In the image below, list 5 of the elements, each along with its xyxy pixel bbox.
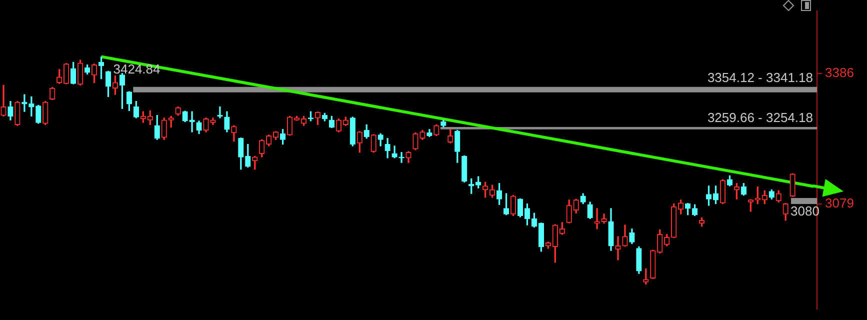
y-tick-label: 3079 <box>825 195 854 210</box>
band-label: 3259.66 - 3254.18 <box>707 110 813 126</box>
band-label: 3354.12 - 3341.18 <box>707 70 813 85</box>
annotation: 3424.84 <box>113 61 160 76</box>
y-tick-label: 3386 <box>825 64 854 80</box>
